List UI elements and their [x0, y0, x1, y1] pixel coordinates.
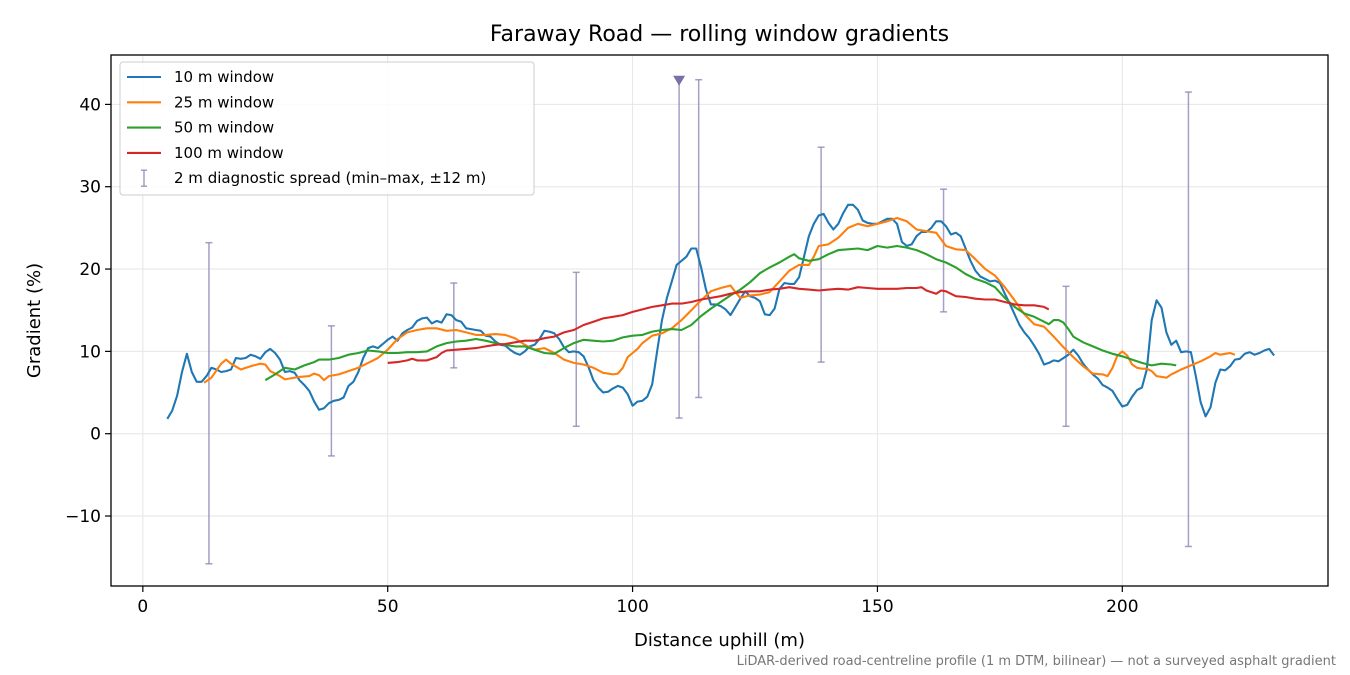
error-bar [205, 241, 213, 565]
series-line [387, 286, 1050, 364]
legend: 10 m window 25 m window 50 m window 100 m w… [119, 61, 535, 196]
svg-text:100 m window: 100 m window [174, 144, 284, 162]
error-bar [673, 75, 686, 419]
y-tick-label: 30 [79, 178, 101, 198]
y-tick-label: 0 [90, 425, 101, 445]
error-bar [572, 271, 580, 428]
error-bar [695, 78, 703, 399]
y-tick-label: −10 [65, 507, 101, 527]
y-tick-label: 40 [79, 95, 101, 115]
error-bar [1184, 91, 1192, 548]
legend-box [119, 61, 535, 196]
svg-text:10 m window: 10 m window [174, 68, 274, 86]
legend-entry: 50 m window [127, 119, 274, 137]
svg-text:50 m window: 50 m window [174, 119, 274, 137]
clipped-marker [673, 75, 686, 86]
x-tick-label: 200 [1106, 597, 1138, 617]
svg-text:25 m window: 25 m window [174, 93, 274, 111]
x-tick-label: 50 [377, 597, 399, 617]
x-axis: 0 50 100 150 200 [137, 586, 1139, 617]
plot-frame [110, 54, 1329, 587]
chart-title: Faraway Road — rolling window gradients [490, 22, 949, 47]
y-axis-label: Gradient (%) [24, 263, 45, 378]
series-line [203, 216, 1236, 384]
legend-entry: 2 m diagnostic spread (min–max, ±12 m) [141, 169, 486, 187]
error-bars [205, 75, 1192, 565]
error-bar [450, 282, 458, 369]
error-bar [327, 325, 335, 457]
footnote: LiDAR-derived road-centreline profile (1… [737, 654, 1336, 669]
y-tick-label: 10 [79, 342, 101, 362]
legend-entry: 100 m window [127, 144, 284, 162]
y-tick-label: 20 [79, 260, 101, 280]
x-tick-label: 0 [137, 597, 148, 617]
x-axis-label: Distance uphill (m) [634, 630, 805, 651]
legend-entry: 10 m window [127, 68, 274, 86]
x-tick-label: 100 [616, 597, 648, 617]
y-axis: −10 0 10 20 30 40 [65, 95, 111, 527]
legend-entry: 25 m window [127, 93, 274, 111]
series-lines [166, 203, 1275, 420]
svg-text:2 m diagnostic spread (min–max: 2 m diagnostic spread (min–max, ±12 m) [174, 169, 486, 187]
x-tick-label: 150 [861, 597, 893, 617]
error-bar [817, 146, 825, 363]
